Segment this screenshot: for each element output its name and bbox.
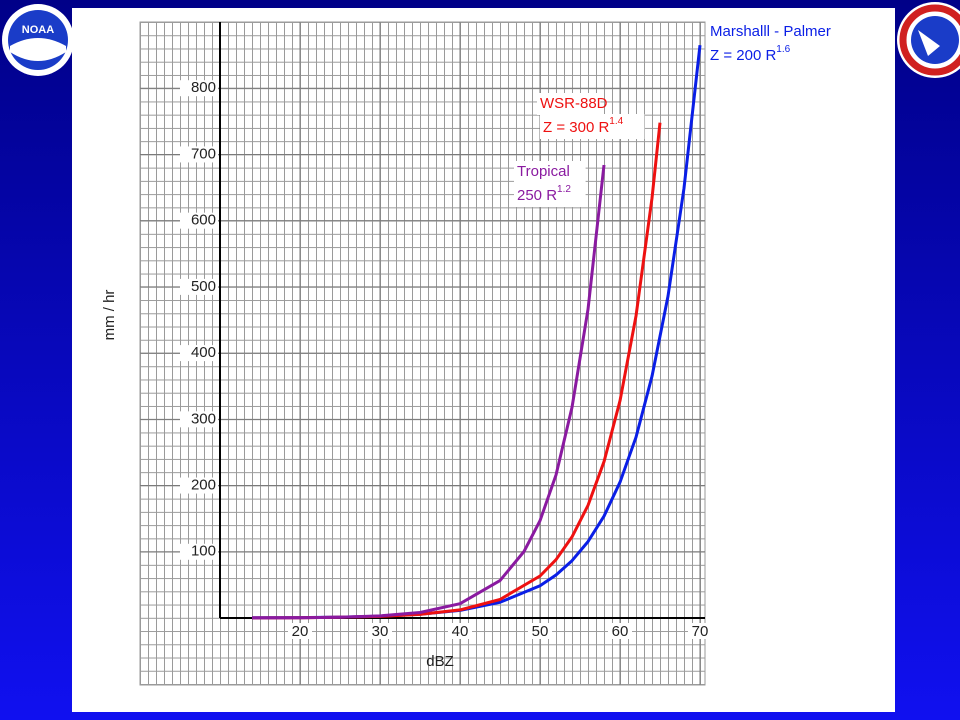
tick-label-bg: [180, 212, 218, 229]
x-tick-label: 40: [452, 623, 469, 640]
nws-logo: [897, 2, 960, 78]
series-name: WSR-88D: [540, 95, 608, 112]
series-formula: 250 R1.2: [517, 184, 571, 204]
formula-exponent: 1.6: [776, 44, 790, 55]
tick-label-bg: [180, 146, 218, 163]
series-name: Tropical: [517, 163, 570, 180]
y-axis-label: mm / hr: [101, 290, 118, 341]
tick-label-bg: [528, 623, 552, 639]
x-tick-label: 70: [692, 623, 709, 640]
y-tick-label: 500: [191, 278, 216, 295]
formula-text: Z = 300 R: [543, 119, 609, 136]
x-tick-label: 60: [612, 623, 629, 640]
tick-label-bg: [180, 80, 218, 97]
y-tick-label: 700: [191, 145, 216, 162]
label-bg: [514, 182, 586, 207]
x-tick-label: 50: [532, 623, 549, 640]
formula-text: Z = 200 R: [710, 47, 776, 64]
tick-label-bg: [180, 278, 218, 295]
label-bg: [514, 161, 586, 183]
tick-label-bg: [448, 623, 472, 639]
tick-label-bg: [608, 623, 632, 639]
formula-exponent: 1.4: [609, 116, 623, 127]
label-bg: [707, 42, 812, 67]
y-tick-label: 100: [191, 543, 216, 560]
label-bg: [540, 114, 645, 139]
tick-label-bg: [180, 543, 218, 560]
y-tick-label: 800: [191, 79, 216, 96]
formula-text: 250 R: [517, 187, 557, 204]
y-tick-label: 600: [191, 212, 216, 229]
noaa-logo: NOAA: [2, 4, 74, 76]
label-bg: [707, 21, 861, 43]
tick-label-bg: [368, 623, 392, 639]
tick-label-bg: [688, 623, 712, 639]
x-tick-label: 30: [372, 623, 389, 640]
tick-label-bg: [180, 345, 218, 362]
series-formula: Z = 200 R1.6: [710, 44, 791, 64]
x-tick-label: 20: [292, 623, 309, 640]
series-name: Marshalll - Palmer: [710, 23, 831, 40]
tick-label-bg: [180, 411, 218, 428]
y-tick-label: 400: [191, 344, 216, 361]
logo-text: NOAA: [22, 24, 54, 36]
x-axis-label: dBZ: [426, 653, 454, 670]
label-bg: [537, 93, 601, 115]
y-tick-label: 300: [191, 410, 216, 427]
series-line: [251, 164, 606, 620]
formula-exponent: 1.2: [557, 184, 571, 195]
tick-label-bg: [180, 477, 218, 494]
series-formula: Z = 300 R1.4: [543, 116, 624, 136]
y-tick-label: 200: [191, 477, 216, 494]
tick-label-bg: [288, 623, 312, 639]
